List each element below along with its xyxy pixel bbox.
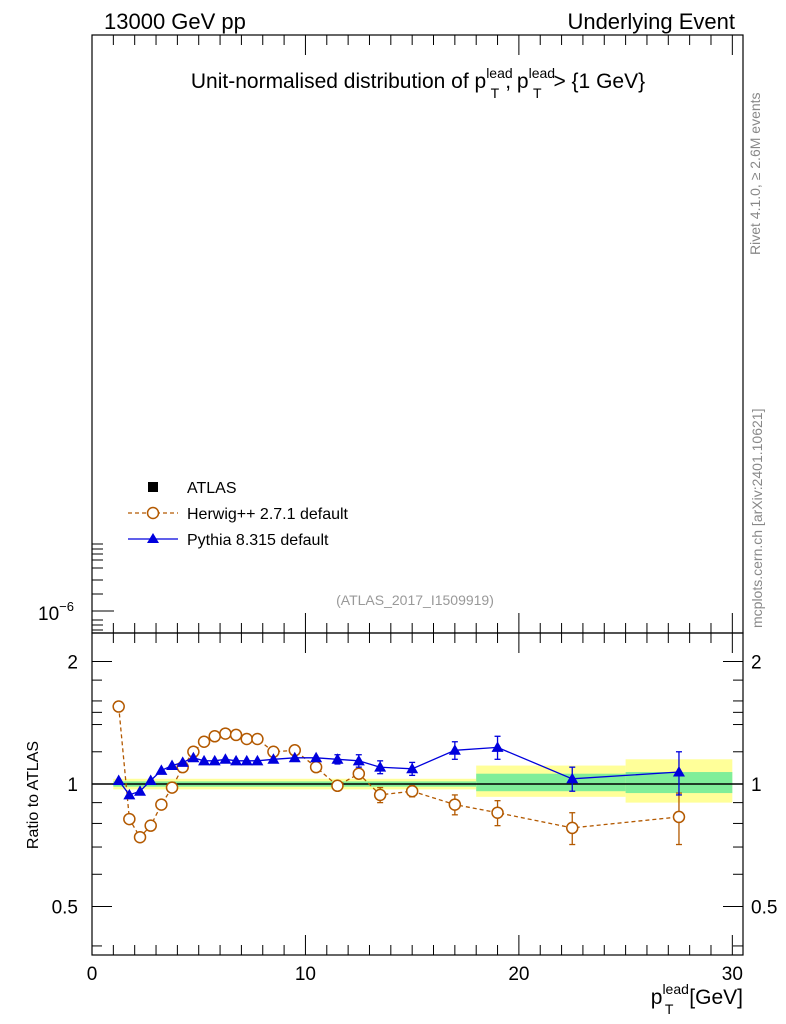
data-point [566,772,579,784]
xtick-label: 0 [87,964,98,985]
ratio-series [112,700,686,846]
data-point [123,812,136,826]
ratio-panel-frame [91,632,744,956]
ratio-ytick-label: 1 [67,775,78,796]
data-point [448,798,462,811]
main-y-ticks [92,543,114,631]
ratio-ytick-label-right: 2 [751,653,762,674]
ratio-ytick-label: 0.5 [52,897,78,918]
xtick-label: 30 [722,964,743,985]
data-point [187,751,200,763]
header-left: 13000 GeV pp [104,9,246,34]
data-point [672,766,685,777]
data-point [448,744,461,755]
rivet-side-label: Rivet 4.1.0, ≥ 2.6M events [747,92,763,255]
data-point [155,798,168,811]
data-point [219,753,232,764]
data-point [267,753,280,764]
data-point [155,764,168,775]
x-axis-label: plead T [GeV] [651,981,743,1017]
data-point [166,759,179,771]
data-point [251,732,264,746]
data-point [491,741,504,752]
data-point [165,781,179,794]
header-right: Underlying Event [567,9,735,34]
legend-marker-pythia [147,533,159,543]
data-point [565,821,579,835]
data-point [144,774,157,786]
data-point [240,732,253,746]
data-point [373,788,387,802]
xtick-label: 20 [508,964,529,985]
data-point [352,754,365,766]
data-point [123,788,136,800]
data-point [352,767,366,780]
data-point [288,751,301,763]
data-point [197,735,211,749]
mcplots-side-label: mcplots.cern.ch [arXiv:2401.10621] [749,409,765,628]
data-point [331,779,344,793]
legend-label-herwig: Herwig++ 2.7.1 default [187,506,349,523]
ratio-y-ticks: 0.5 0.5 1 1 2 2 [52,653,777,947]
data-point [491,806,504,819]
ratio-ytick-label: 2 [67,653,78,674]
legend-label-pythia: Pythia 8.315 default [187,532,329,549]
ratio-ytick-label-right: 0.5 [751,897,777,918]
xtick-label: 10 [295,964,316,985]
ratio-ytick-label-right: 1 [751,775,762,796]
data-point [112,700,125,713]
data-point [310,751,323,763]
data-point [208,730,221,743]
data-point [112,774,125,786]
legend-marker-herwig [146,506,160,520]
plot-title: Unit-normalised distribution of plead T, … [191,65,645,101]
data-point [406,762,419,774]
main-ytick-label: 10−6 [38,599,74,625]
legend-marker-atlas [148,482,158,492]
data-point [219,727,232,740]
data-point [405,784,419,798]
data-point [208,754,221,766]
x-ticks: 0 10 20 30 [87,35,743,985]
data-point [198,754,211,766]
data-point [176,756,189,767]
data-point [230,754,243,766]
data-point [229,728,243,742]
data-point [240,754,253,766]
ratio-bands [92,759,743,803]
ratio-ylabel: Ratio to ATLAS [25,741,42,849]
legend: ATLAS Herwig++ 2.7.1 default Pythia 8.31… [128,480,349,549]
data-point [331,753,344,764]
data-point [133,830,147,844]
data-point [134,785,147,796]
analysis-label: (ATLAS_2017_I1509919) [336,592,494,608]
data-point [309,760,323,774]
data-point [251,754,264,766]
data-point [672,810,686,824]
data-point [374,761,387,772]
data-point [144,819,157,832]
legend-label-atlas: ATLAS [187,480,237,497]
